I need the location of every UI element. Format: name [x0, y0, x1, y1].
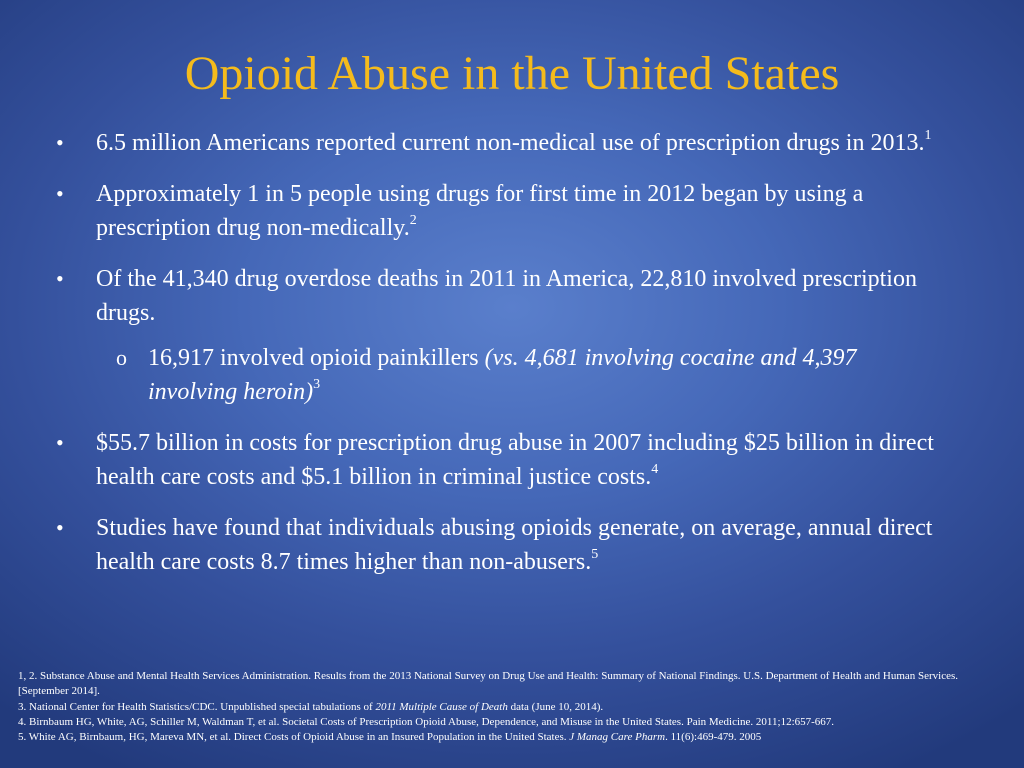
footnote-ref: 5: [591, 547, 599, 562]
bullet-marker: •: [56, 181, 64, 206]
bullet-marker: •: [56, 266, 64, 291]
footnote-3-tail: data (June 10, 2014).: [507, 700, 604, 713]
footnotes: 1, 2. Substance Abuse and Mental Health …: [18, 669, 1008, 745]
bullet-list: • 6.5 million Americans reported current…: [0, 126, 1024, 596]
bullet-text: $55.7 billion in costs for prescription …: [96, 430, 934, 490]
footnote-5: 5. White AG, Birnbaum, HG, Mareva MN, et…: [18, 730, 1008, 745]
footnote-1-2: 1, 2. Substance Abuse and Mental Health …: [18, 670, 959, 698]
footnote-5-italic: J Manag Care Pharm: [569, 731, 666, 744]
bullet-text: Studies have found that individuals abus…: [96, 515, 933, 575]
bullet-marker: •: [56, 430, 64, 455]
bullet-item: • 6.5 million Americans reported current…: [0, 126, 1024, 160]
bullet-item: • Approximately 1 in 5 people using drug…: [0, 177, 1024, 245]
footnote-ref: 3: [313, 377, 321, 392]
footnote-3-text: 3. National Center for Health Statistics…: [18, 700, 376, 713]
bullet-item: • $55.7 billion in costs for prescriptio…: [0, 426, 1024, 494]
bullet-text: Approximately 1 in 5 people using drugs …: [96, 181, 864, 241]
footnote-ref: 4: [651, 462, 659, 477]
footnote-ref: 2: [409, 213, 417, 228]
footnote-3-italic: 2011 Multiple Cause of Death: [375, 700, 508, 713]
bullet-item: • Of the 41,340 drug overdose deaths in …: [0, 262, 1024, 330]
bullet-text: 6.5 million Americans reported current n…: [96, 130, 925, 156]
footnote-5-text: 5. White AG, Birnbaum, HG, Mareva MN, et…: [18, 731, 570, 744]
sub-bullet-text: 16,917 involved opioid painkillers: [148, 345, 485, 371]
bullet-text: Of the 41,340 drug overdose deaths in 20…: [96, 266, 917, 326]
bullet-marker: •: [56, 515, 64, 540]
footnote-4: 4. Birnbaum HG, White, AG, Schiller M, W…: [18, 715, 835, 728]
sub-bullet-italic-text: (vs. 4,681 involving cocaine and 4,397 i…: [148, 345, 857, 405]
bullet-item: • Studies have found that individuals ab…: [0, 511, 1024, 579]
footnote-ref: 1: [924, 128, 932, 143]
footnote-5-tail: . 11(6):469-479. 2005: [665, 731, 762, 744]
slide-title: Opioid Abuse in the United States: [184, 47, 840, 100]
sub-bullet-marker: o: [116, 345, 127, 370]
bullet-marker: •: [56, 130, 64, 155]
sub-bullet-item: o 16,917 involved opioid painkillers (vs…: [0, 341, 1024, 409]
footnote-3: 3. National Center for Health Statistics…: [18, 700, 1008, 715]
